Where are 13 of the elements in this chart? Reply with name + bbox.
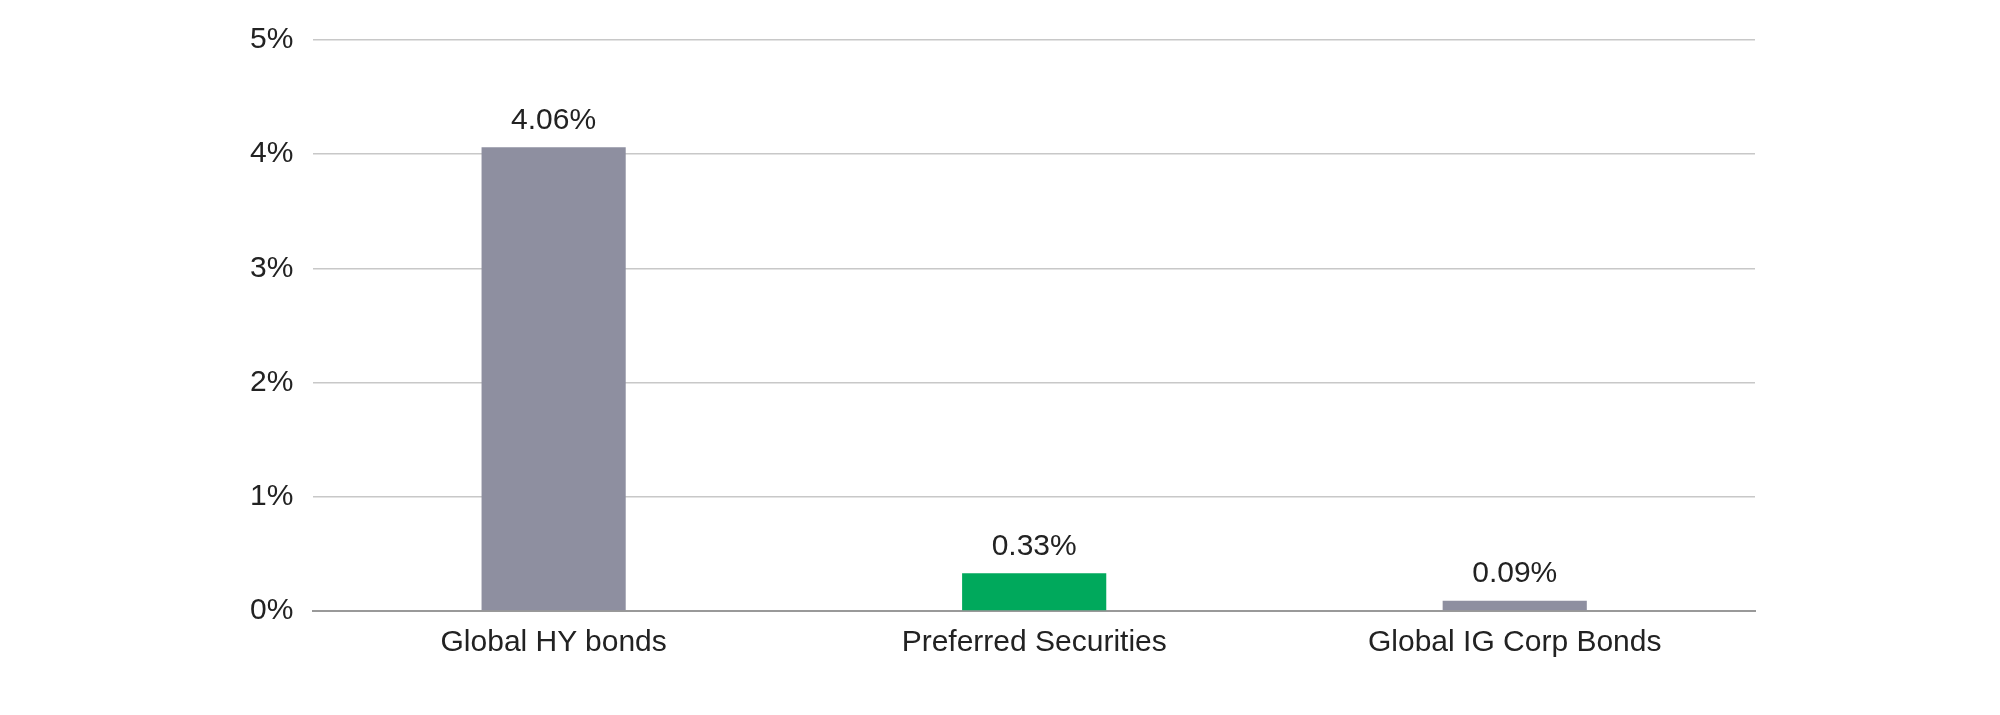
data-label: 0.09%	[1472, 554, 1558, 588]
data-label: 4.06%	[511, 101, 597, 135]
y-tick-label: 3%	[250, 249, 294, 283]
x-tick-label: Preferred Securities	[901, 624, 1167, 658]
y-tick-label: 5%	[250, 21, 294, 55]
bar	[962, 573, 1107, 611]
y-tick-label: 4%	[250, 135, 294, 169]
y-tick-label: 1%	[250, 478, 294, 512]
x-tick-label: Global HY bonds	[440, 624, 667, 658]
x-tick-label: Global IG Corp Bonds	[1367, 624, 1662, 658]
y-tick-label: 2%	[250, 363, 294, 397]
y-tick-label: 0%	[250, 592, 294, 626]
data-label: 0.33%	[991, 527, 1077, 561]
